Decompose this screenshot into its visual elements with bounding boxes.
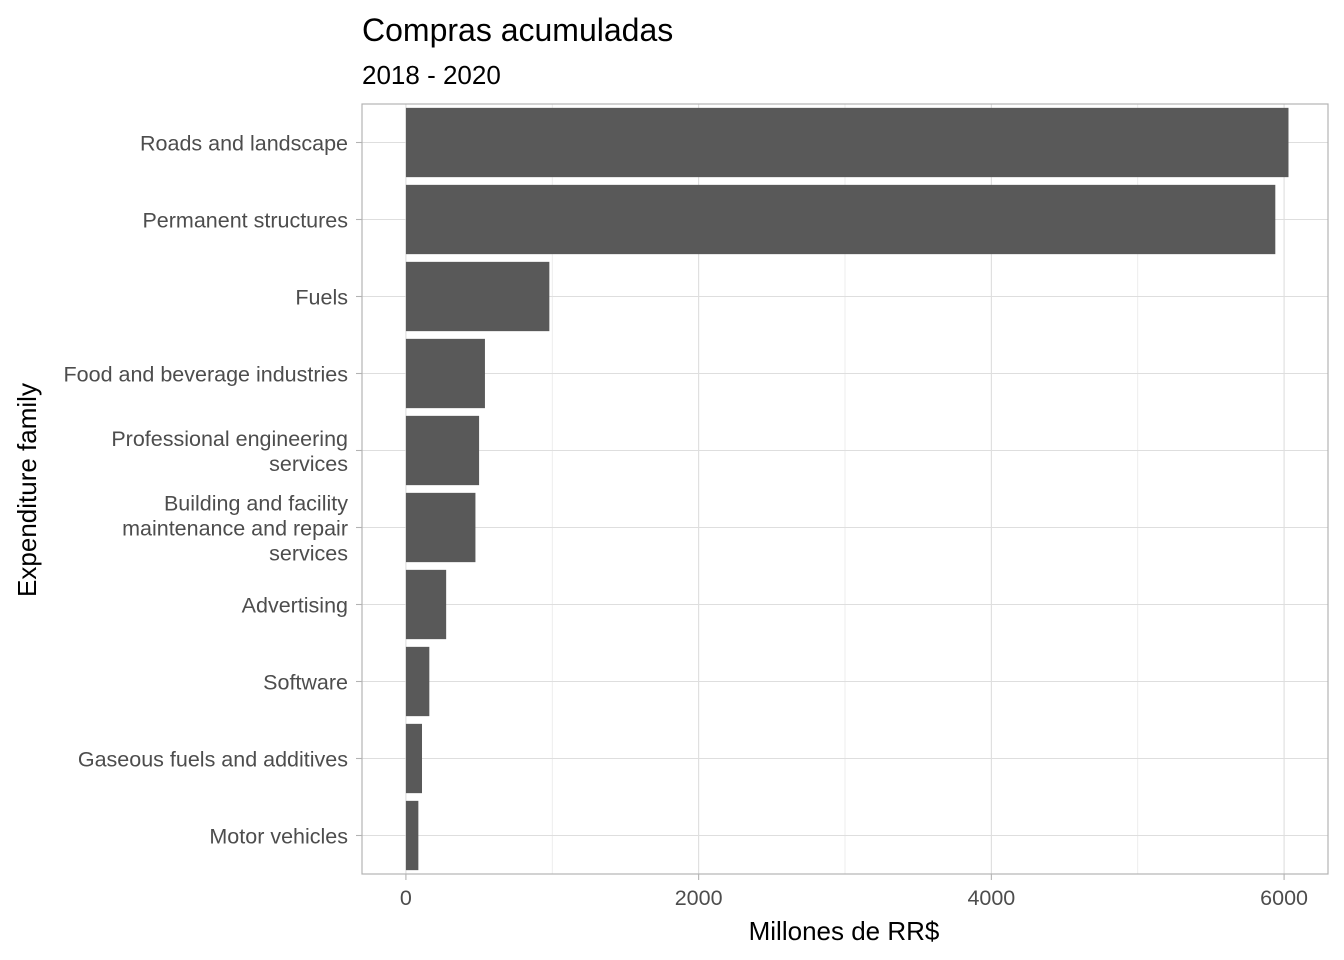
y-tick-label: Gaseous fuels and additives: [78, 748, 348, 772]
y-tick-label-line: Fuels: [295, 286, 348, 310]
x-axis-label: Millones de RR$: [749, 916, 940, 946]
y-tick-label: Food and beverage industries: [64, 363, 348, 387]
bar: [405, 184, 1276, 255]
bar: [405, 569, 447, 640]
y-axis: Roads and landscape Permanent structures F…: [64, 132, 362, 849]
y-tick-label-line: Building and facility: [164, 492, 348, 516]
y-tick-label-line: Software: [263, 671, 348, 695]
bar: [405, 338, 485, 409]
bar: [405, 415, 480, 486]
y-tick-label: Permanent structures: [142, 209, 348, 233]
y-tick-label-line: Roads and landscape: [140, 132, 348, 156]
bar: [405, 492, 476, 563]
chart-title: Compras acumuladas: [362, 12, 673, 48]
x-axis: 0 2000 4000 6000: [400, 874, 1308, 910]
y-tick-label-line: Advertising: [242, 594, 348, 618]
y-tick-label-line: Food and beverage industries: [64, 363, 348, 387]
y-tick-label-line: maintenance and repair: [122, 517, 348, 541]
y-tick-label-line: Motor vehicles: [209, 825, 348, 849]
y-tick-label-line: Professional engineering: [111, 427, 348, 451]
y-tick-label: Fuels: [295, 286, 348, 310]
y-tick-label: Roads and landscape: [140, 132, 348, 156]
y-tick-label-line: Gaseous fuels and additives: [78, 748, 348, 772]
y-tick-label: Motor vehicles: [209, 825, 348, 849]
bar: [405, 800, 419, 871]
x-tick-label: 2000: [675, 886, 723, 910]
y-tick-label: Professional engineering services: [111, 427, 348, 476]
x-tick-label: 6000: [1260, 886, 1308, 910]
chart-subtitle: 2018 - 2020: [362, 60, 501, 90]
bars: [405, 107, 1289, 871]
bar: [405, 107, 1289, 178]
bar: [405, 646, 430, 717]
x-tick-label: 4000: [967, 886, 1015, 910]
y-tick-label-line: services: [269, 452, 348, 476]
x-tick-label: 0: [400, 886, 412, 910]
bar: [405, 723, 423, 794]
y-tick-label: Advertising: [242, 594, 348, 618]
y-tick-label-line: Permanent structures: [142, 209, 348, 233]
y-tick-label-line: services: [269, 542, 348, 566]
bar: [405, 261, 550, 332]
y-tick-label: Software: [263, 671, 348, 695]
y-axis-label: Expenditure family: [12, 383, 42, 597]
plot-border: [361, 103, 1329, 875]
y-tick-label: Building and facility maintenance and rep…: [122, 492, 348, 566]
